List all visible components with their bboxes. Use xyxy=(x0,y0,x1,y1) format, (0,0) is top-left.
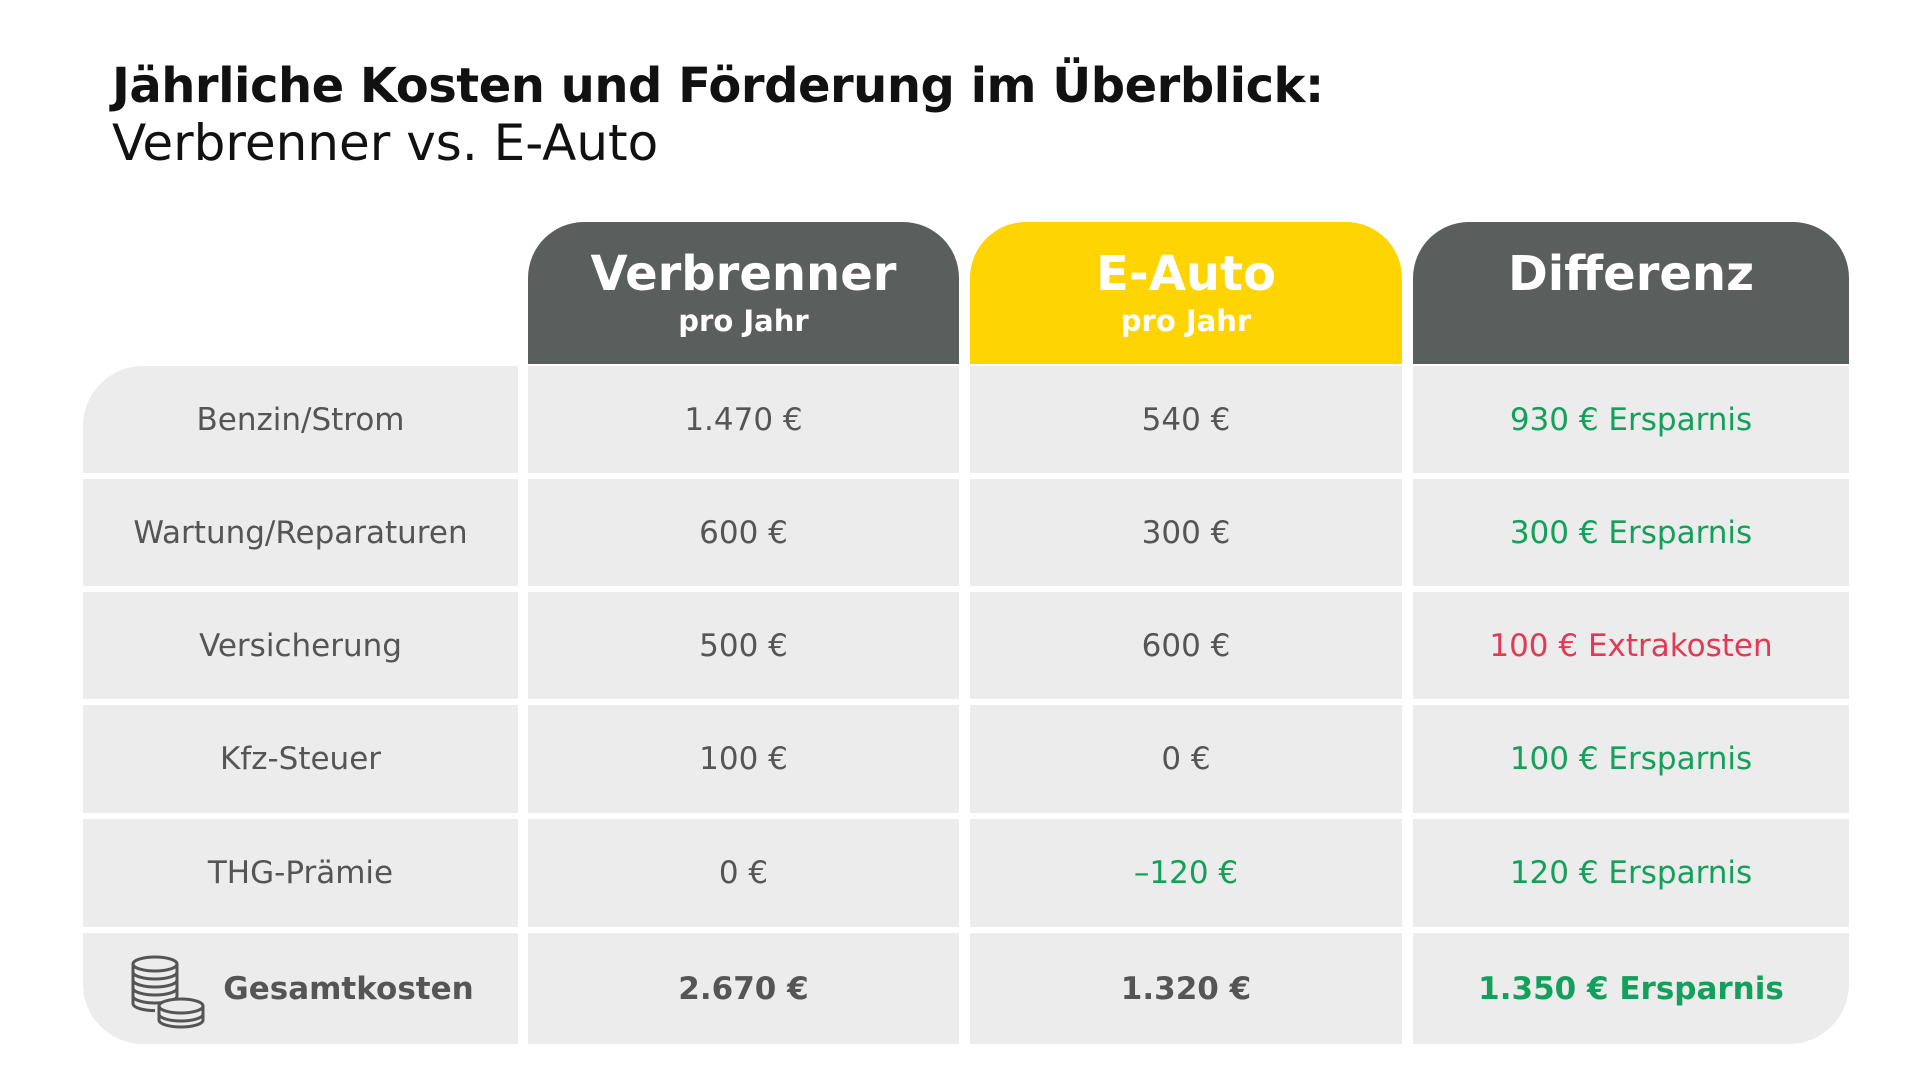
header-eauto-title: E-Auto xyxy=(1096,246,1276,302)
cell-eauto: 0 € xyxy=(970,705,1402,813)
cell-verbrenner: 0 € xyxy=(528,819,959,927)
cell-eauto: 540 € xyxy=(970,366,1402,473)
cell-eauto: 600 € xyxy=(970,592,1402,699)
header-eauto: E-Auto pro Jahr xyxy=(970,222,1402,364)
header-verbrenner-title: Verbrenner xyxy=(590,246,897,302)
row-label: Wartung/Reparaturen xyxy=(83,479,518,586)
total-label-cell: Gesamtkosten xyxy=(83,933,518,1044)
row-label: Versicherung xyxy=(83,592,518,699)
row-label: Benzin/Strom xyxy=(83,366,518,473)
page-subtitle: Verbrenner vs. E-Auto xyxy=(112,114,659,172)
row-label: Kfz-Steuer xyxy=(83,705,518,813)
page-title: Jährliche Kosten und Förderung im Überbl… xyxy=(112,58,1324,114)
total-eauto: 1.320 € xyxy=(970,933,1402,1044)
cell-verbrenner: 600 € xyxy=(528,479,959,586)
header-differenz-title: Differenz xyxy=(1507,246,1755,302)
header-differenz: Differenz xyxy=(1413,222,1849,364)
total-label: Gesamtkosten xyxy=(223,970,474,1007)
coins-icon xyxy=(131,955,205,1028)
cell-differenz: 300 € Ersparnis xyxy=(1413,479,1849,586)
cell-differenz: 100 € Extrakosten xyxy=(1413,592,1849,699)
header-verbrenner-sub: pro Jahr xyxy=(678,304,809,338)
cell-differenz: 930 € Ersparnis xyxy=(1413,366,1849,473)
header-eauto-sub: pro Jahr xyxy=(1120,304,1252,338)
total-verbrenner: 2.670 € xyxy=(528,933,959,1044)
cell-verbrenner: 1.470 € xyxy=(528,366,959,473)
cell-differenz: 120 € Ersparnis xyxy=(1413,819,1849,927)
cell-differenz: 100 € Ersparnis xyxy=(1413,705,1849,813)
cell-eauto: 300 € xyxy=(970,479,1402,586)
cell-verbrenner: 500 € xyxy=(528,592,959,699)
cell-verbrenner: 100 € xyxy=(528,705,959,813)
row-label: THG-Prämie xyxy=(83,819,518,927)
total-differenz: 1.350 € Ersparnis xyxy=(1413,933,1849,1044)
header-verbrenner: Verbrenner pro Jahr xyxy=(528,222,959,364)
cell-eauto: –120 € xyxy=(970,819,1402,927)
